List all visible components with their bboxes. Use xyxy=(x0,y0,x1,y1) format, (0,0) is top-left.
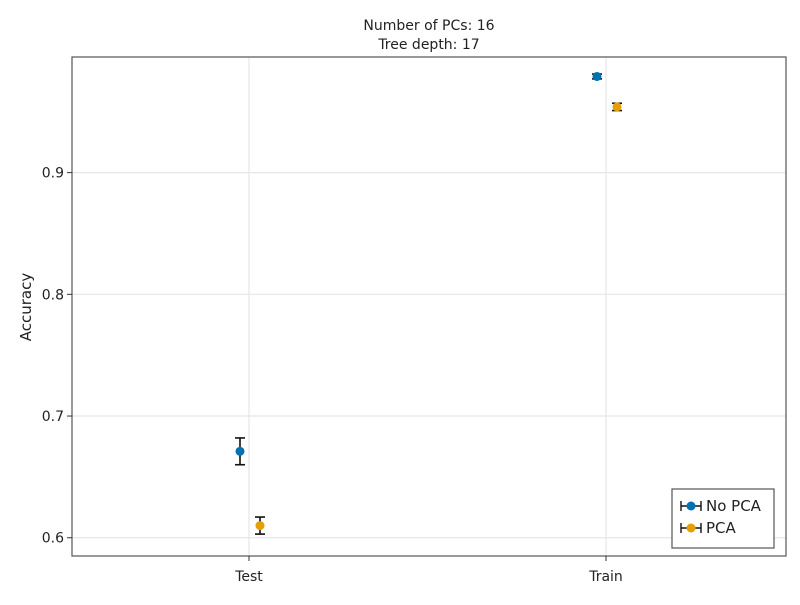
legend-point-marker xyxy=(686,523,696,533)
legend-label: PCA xyxy=(706,519,737,537)
plot-marks xyxy=(235,71,622,535)
x-tick-label: Train xyxy=(588,569,623,585)
y-axis-label: Accuracy xyxy=(17,273,35,342)
data-point xyxy=(612,102,622,112)
y-tick-label: 0.8 xyxy=(42,287,64,303)
grid xyxy=(72,57,786,556)
y-tick-label: 0.9 xyxy=(42,166,64,182)
y-tick-label: 0.7 xyxy=(42,409,64,425)
y-tick-label: 0.6 xyxy=(42,531,64,547)
legend-point-marker xyxy=(686,501,696,511)
chart-title-line-2: Tree depth: 17 xyxy=(377,37,479,53)
plot-frame xyxy=(71,56,787,557)
axis-ticks: 0.6 0.7 0.8 0.9 Test Train xyxy=(42,166,623,585)
legend-box xyxy=(671,488,775,549)
data-point xyxy=(255,521,265,531)
legend: No PCA PCA xyxy=(671,488,775,549)
chart-title-line-1: Number of PCs: 16 xyxy=(363,18,494,34)
data-point xyxy=(235,446,245,456)
x-tick-label: Test xyxy=(234,569,263,585)
legend-label: No PCA xyxy=(706,497,762,515)
data-point xyxy=(592,71,602,81)
